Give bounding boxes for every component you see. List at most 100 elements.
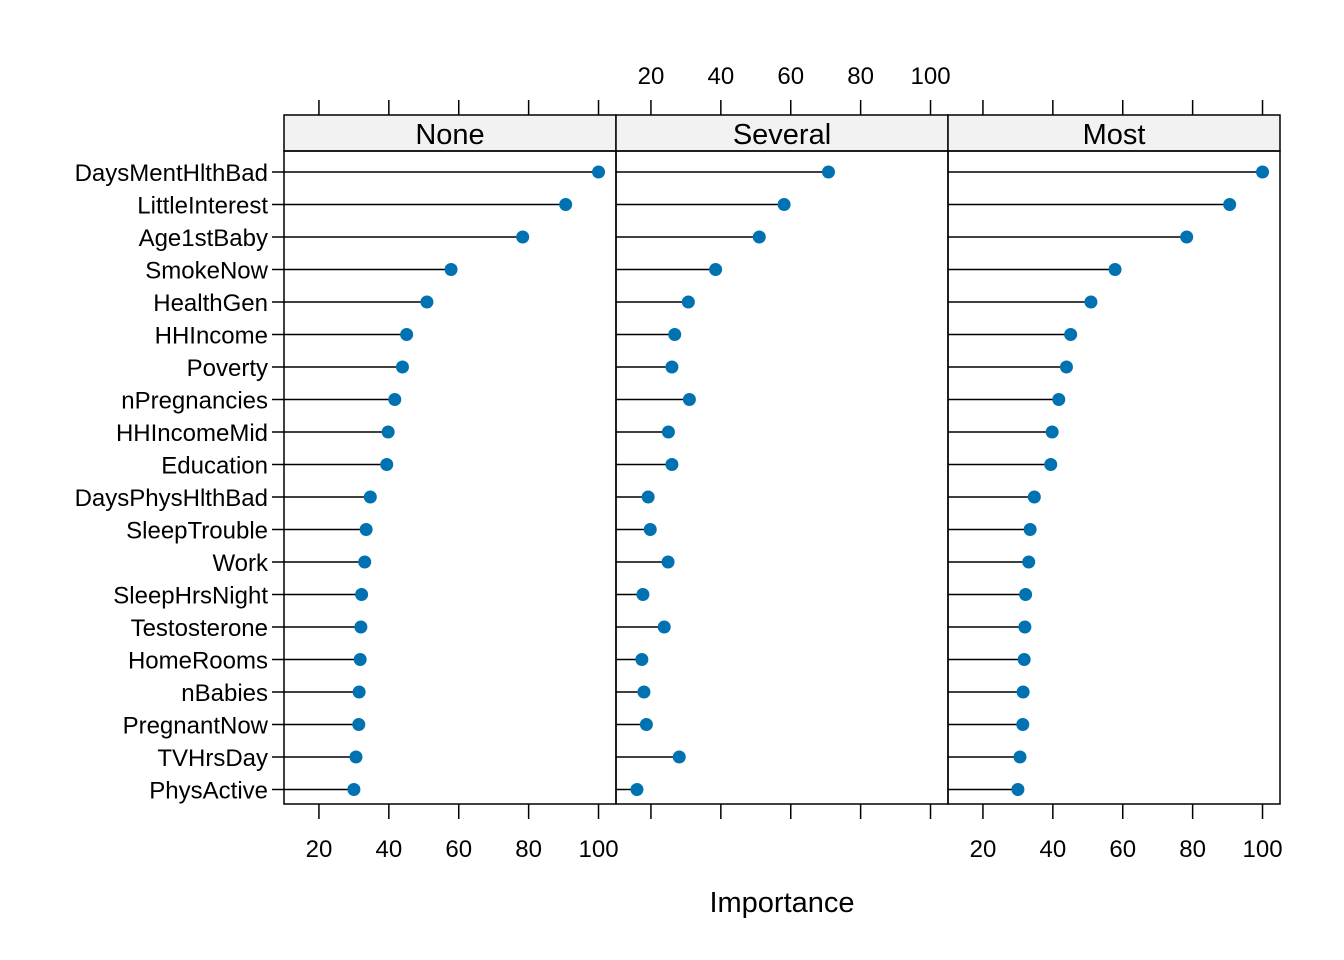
data-point: [1108, 263, 1122, 276]
data-point: [395, 360, 409, 374]
data-point: [777, 198, 791, 211]
variable-labels: DaysMentHlthBad LittleInterest Age1stBaby S…: [75, 160, 269, 805]
data-point: [682, 393, 696, 406]
data-point: [380, 458, 394, 471]
panels-layer: None Several Most: [283, 114, 1281, 805]
panel-strip-label: Several: [733, 119, 831, 151]
data-point: [657, 620, 671, 634]
panel-most: Most: [947, 114, 1281, 805]
data-point: [668, 328, 682, 341]
panel-none: None: [283, 114, 617, 805]
data-point: [353, 653, 367, 666]
variable-label: nPregnancies: [121, 388, 268, 415]
data-point: [400, 328, 414, 341]
bottom-tick-label: 100: [1243, 836, 1283, 863]
data-point: [681, 295, 695, 309]
data-point: [355, 588, 369, 601]
variable-label: LittleInterest: [137, 193, 268, 220]
data-point: [1027, 490, 1041, 504]
data-point: [1059, 360, 1073, 374]
panel-strip: [283, 114, 617, 152]
panel-frame: [283, 150, 617, 805]
data-point: [672, 750, 686, 764]
variable-label: HHIncome: [155, 323, 268, 350]
variable-label: Education: [161, 453, 268, 480]
data-point: [1045, 425, 1059, 439]
data-point: [1016, 685, 1030, 699]
bottom-tick-label: 20: [970, 836, 997, 863]
data-point: [821, 165, 835, 179]
data-point: [1044, 458, 1058, 471]
data-point: [347, 783, 361, 796]
variable-label: Testosterone: [131, 615, 268, 642]
bottom-tick-label: 100: [579, 836, 619, 863]
data-point: [359, 523, 373, 536]
data-point: [636, 588, 650, 601]
data-point: [363, 490, 377, 504]
data-point: [661, 425, 675, 439]
bottom-tick-label: 80: [515, 836, 542, 863]
variable-label: HealthGen: [153, 290, 268, 317]
bottom-tick-label: 60: [445, 836, 472, 863]
variable-label: PhysActive: [149, 778, 268, 805]
data-point: [420, 295, 434, 309]
variable-label: DaysPhysHlthBad: [75, 485, 268, 512]
data-point: [665, 360, 679, 374]
data-point: [630, 783, 644, 796]
data-point: [1180, 230, 1194, 244]
data-point: [1064, 328, 1078, 341]
data-point: [1019, 588, 1033, 601]
data-point: [1018, 620, 1032, 634]
data-point: [1013, 750, 1027, 764]
data-point: [592, 165, 606, 179]
data-point: [752, 230, 766, 244]
top-tick-label: 40: [707, 63, 734, 90]
data-point: [352, 685, 366, 699]
data-point: [1017, 653, 1031, 666]
bottom-tick-label: 80: [1179, 836, 1206, 863]
variable-label: Age1stBaby: [139, 225, 268, 252]
data-point: [354, 620, 368, 634]
data-point: [635, 653, 649, 666]
panel-strip: [947, 114, 1281, 152]
variable-label: SleepTrouble: [126, 518, 268, 545]
data-point: [559, 198, 573, 211]
variable-label: SleepHrsNight: [113, 583, 268, 610]
x-axis-label: Importance: [709, 887, 854, 919]
variable-label: HHIncomeMid: [116, 420, 268, 447]
panel-several: Several: [615, 114, 949, 805]
variable-label: SmokeNow: [145, 258, 268, 285]
data-point: [349, 750, 363, 764]
top-tick-label: 60: [777, 63, 804, 90]
data-point: [388, 393, 402, 406]
data-point: [641, 490, 655, 504]
panel-strip: [615, 114, 949, 152]
data-point: [1022, 555, 1036, 569]
data-point: [1223, 198, 1237, 211]
data-point: [661, 555, 675, 569]
bottom-tick-label: 60: [1109, 836, 1136, 863]
variable-label: TVHrsDay: [157, 745, 268, 772]
data-point: [1016, 718, 1030, 731]
axes-layer: 20 40 60 80 100 20 40 60 80 100 20 40 60 80 100: [272, 63, 1283, 863]
bottom-tick-label: 40: [1039, 836, 1066, 863]
variable-label: PregnantNow: [123, 713, 269, 740]
panel-strip-label: Most: [1083, 119, 1146, 151]
top-tick-label: 100: [911, 63, 951, 90]
variable-label: nBabies: [181, 680, 268, 707]
panel-frame: [615, 150, 949, 805]
data-point: [709, 263, 723, 276]
data-point: [352, 718, 366, 731]
data-point: [637, 685, 651, 699]
panel-frame: [947, 150, 1281, 805]
data-point: [1256, 165, 1270, 179]
variable-label: DaysMentHlthBad: [75, 160, 268, 187]
data-point: [358, 555, 372, 569]
data-point: [381, 425, 395, 439]
top-tick-label: 80: [847, 63, 874, 90]
variable-label: HomeRooms: [128, 648, 268, 675]
data-point: [665, 458, 679, 471]
variable-label: Poverty: [187, 355, 268, 382]
data-point: [516, 230, 530, 244]
